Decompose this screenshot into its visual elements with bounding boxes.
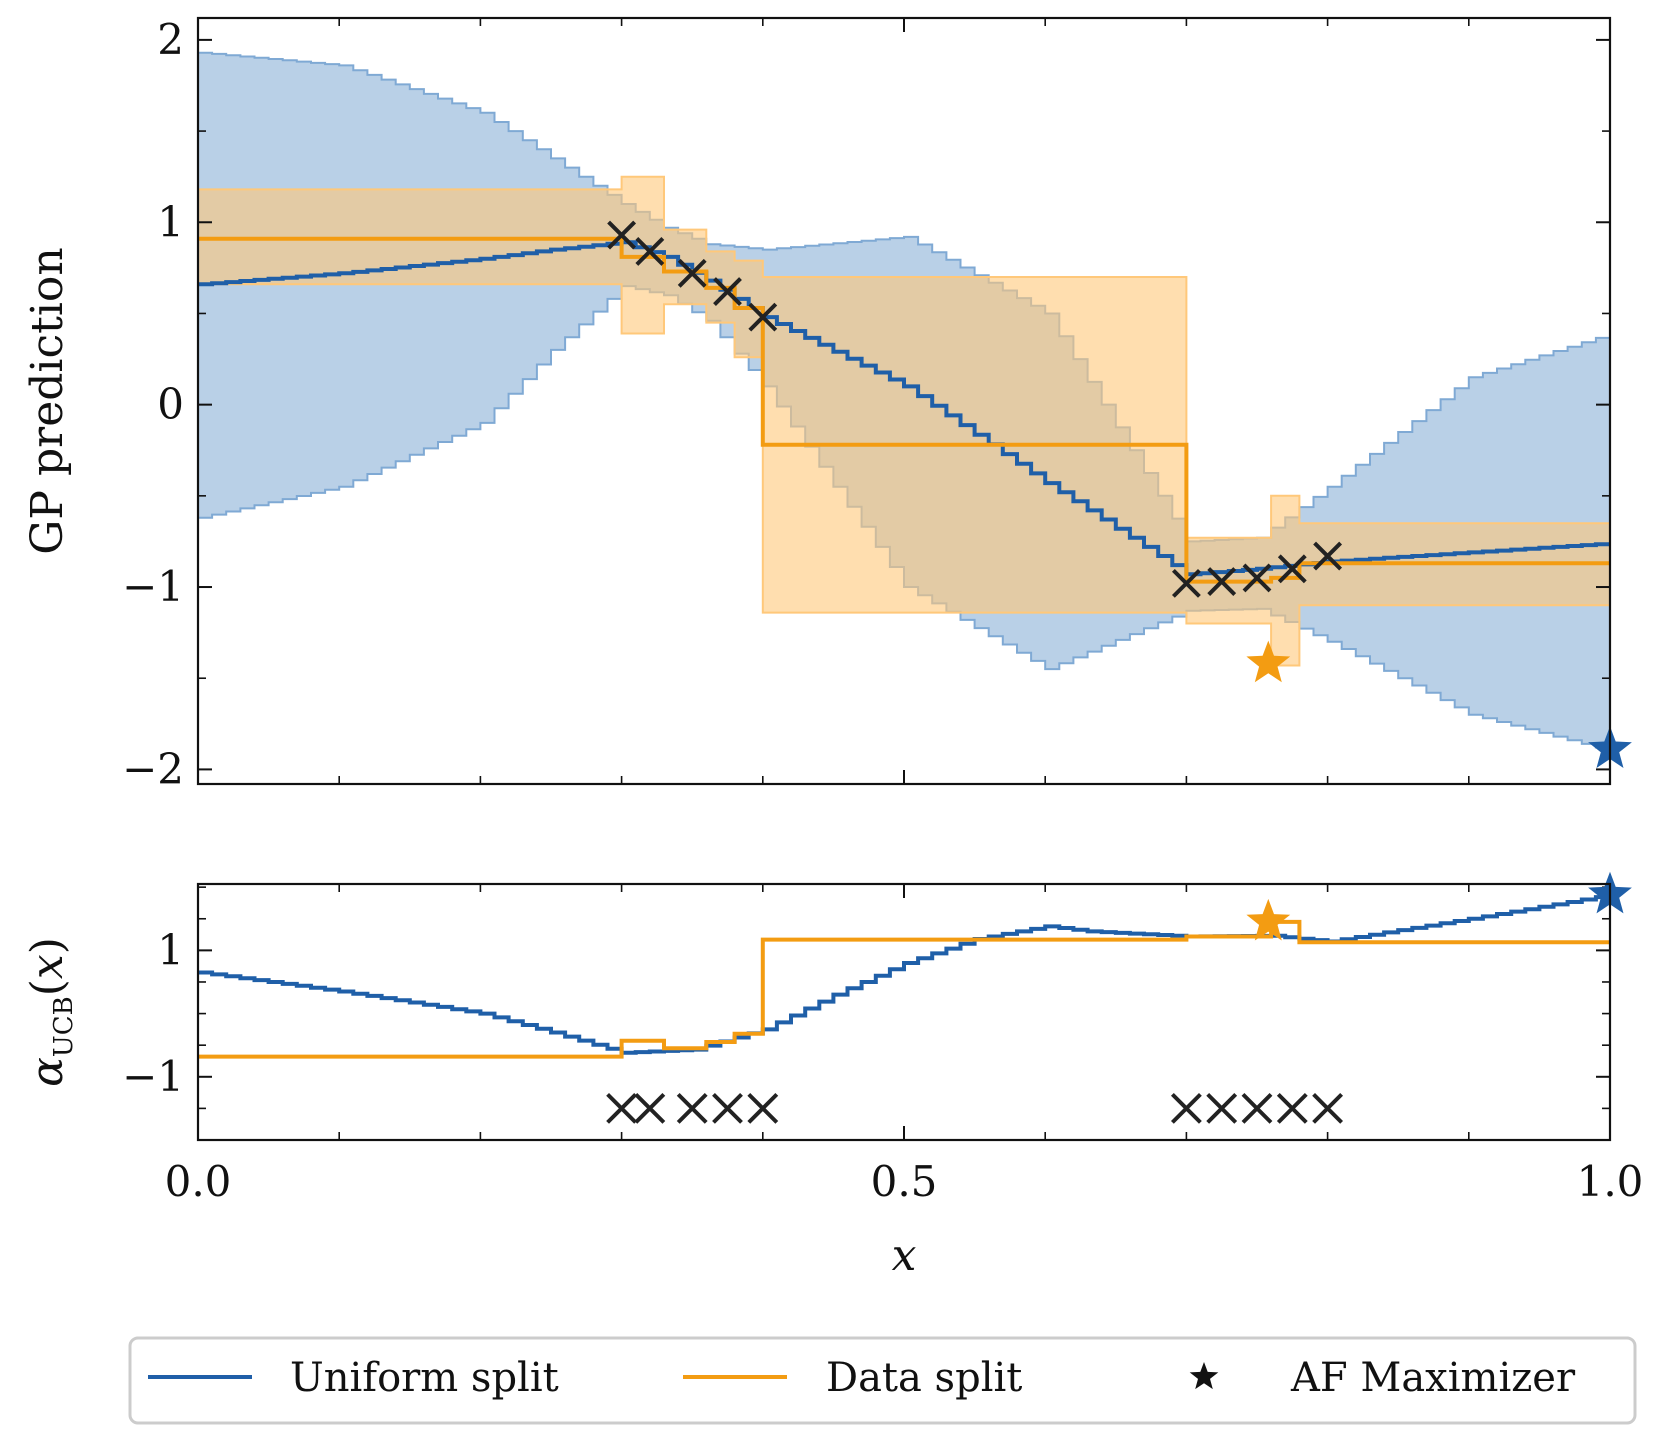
acq-ylabel-x: x [22, 954, 73, 979]
acq-observation-marker [1170, 1092, 1202, 1124]
x-axis-title: x [892, 1230, 917, 1281]
gp-observation-marker [1207, 567, 1237, 596]
y-tick-label: −1 [122, 562, 184, 611]
acquisition-panel: −1 1 αUCB(x) [22, 871, 1632, 1142]
x-tick-label: 0.0 [165, 1157, 232, 1206]
uniform-acquisition-line [198, 895, 1610, 1055]
x-tick-label: 1.0 [1577, 1157, 1644, 1206]
gp-plot-frame [196, 16, 1612, 786]
acq-af-maximizer-star [1246, 898, 1291, 941]
gp-observation-marker [1171, 568, 1201, 598]
gp-observation-marker [1313, 541, 1343, 571]
gp-af-maximizer-star [1246, 640, 1291, 683]
gp-observation-marker [677, 258, 707, 288]
y-tick-label: 0 [157, 380, 184, 429]
gp-observation-marker [607, 220, 637, 250]
acq-observation-marker [747, 1092, 779, 1124]
x-tick-label: 0.5 [871, 1157, 938, 1206]
gp-observation-marker [748, 302, 778, 332]
gp-ylabel: GP prediction [22, 247, 73, 554]
gp-observation-marker [1277, 554, 1307, 584]
acq-observation-marker [1276, 1092, 1308, 1124]
y-tick-label: −1 [122, 1052, 184, 1101]
legend-label-data: Data split [826, 1355, 1022, 1401]
ucb-subscript: UCB [49, 996, 79, 1057]
uniform-mean-line [198, 240, 1610, 577]
legend-label-af: AF Maximizer [1290, 1355, 1576, 1401]
gp-observation-marker [635, 237, 665, 266]
legend-star-icon [1189, 1362, 1219, 1390]
y-tick-label: 1 [157, 197, 184, 246]
acq-ylabel-arg: ( [22, 979, 73, 996]
gp-prediction-panel: −2 −1 0 1 2 GP prediction [22, 15, 1632, 793]
y-tick-label: −2 [122, 744, 184, 793]
gp-observation-marker [1242, 563, 1272, 593]
acq-plot-frame [196, 882, 1612, 1142]
legend: Uniform split Data split AF Maximizer [128, 1336, 1637, 1425]
acq-observation-marker [1206, 1092, 1238, 1124]
acq-observation-marker [606, 1092, 638, 1124]
acq-ylabel: αUCB(x) [22, 937, 79, 1087]
acq-observation-marker [634, 1092, 666, 1124]
acq-ylabel-close: ) [22, 937, 73, 954]
acq-observation-marker [712, 1092, 743, 1124]
legend-label-uniform: Uniform split [290, 1355, 559, 1401]
y-tick-label: 1 [157, 925, 184, 974]
gp-observation-marker [713, 277, 742, 306]
acq-observation-marker [676, 1092, 708, 1124]
acq-observation-marker [1241, 1092, 1273, 1124]
y-tick-label: 2 [157, 15, 184, 64]
legend-frame [128, 1336, 1637, 1425]
alpha-symbol: α [22, 1057, 73, 1087]
acq-observation-marker [1312, 1092, 1344, 1124]
